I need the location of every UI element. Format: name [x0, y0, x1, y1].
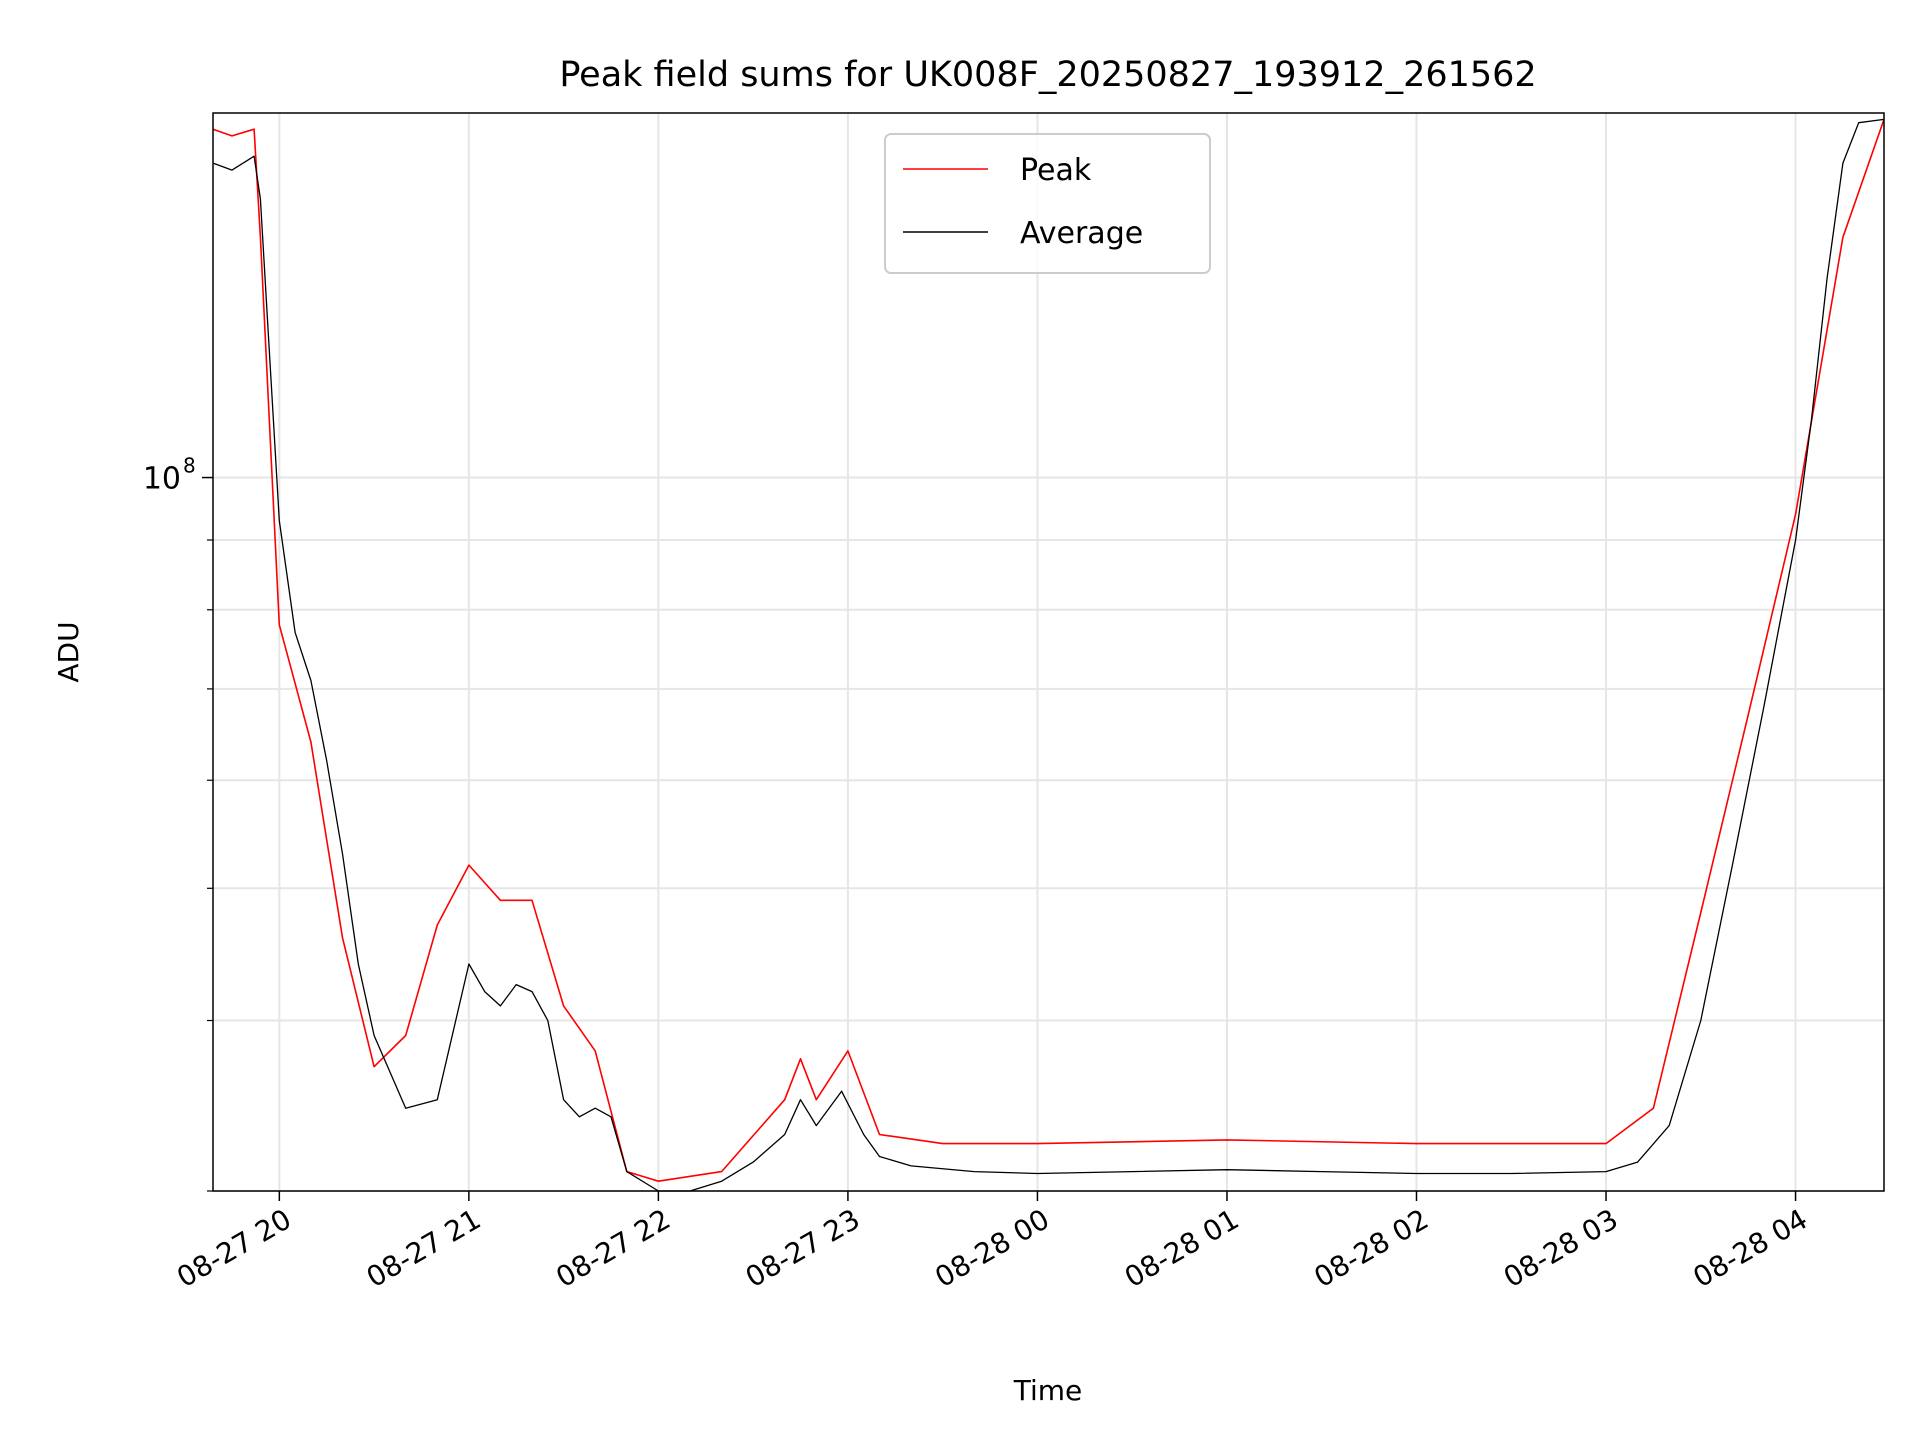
series-line-average: [212, 118, 1885, 1192]
series-line-peak: [212, 119, 1885, 1182]
x-axis-label: Time: [1013, 1374, 1083, 1407]
chart-title: Peak field sums for UK008F_20250827_1939…: [559, 55, 1536, 95]
legend-average-label: Average: [1020, 216, 1143, 251]
plot-area-frame: [212, 112, 1885, 1192]
y-tick-label: 10: [143, 462, 181, 497]
series-layer: [212, 118, 1885, 1192]
legend: Peak Average: [884, 133, 1211, 274]
y-tick-label-exponent: 8: [183, 454, 196, 478]
y-axis-label: ADU: [52, 621, 85, 682]
legend-peak-label: Peak: [1020, 153, 1092, 188]
